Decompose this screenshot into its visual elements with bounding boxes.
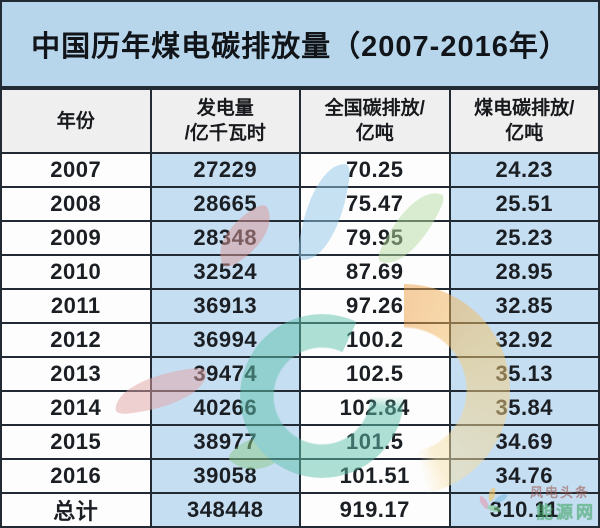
cell-total-generation: 348448 [151,494,299,526]
cell-coal: 34.76 [450,460,598,492]
page-title: 中国历年煤电碳排放量（2007-2016年） [31,31,569,63]
cell-generation: 40266 [151,392,299,424]
cell-year: 2014 [2,392,150,424]
cell-coal: 34.69 [450,426,598,458]
cell-generation: 38977 [151,426,299,458]
cell-national: 102.84 [301,392,449,424]
cell-coal: 28.95 [450,256,598,288]
cell-year: 2011 [2,290,150,322]
cell-national: 97.26 [301,290,449,322]
cell-generation: 32524 [151,256,299,288]
cell-coal: 35.84 [450,392,598,424]
cell-national: 70.25 [301,154,449,186]
cell-year: 2015 [2,426,150,458]
cell-national: 102.5 [301,358,449,390]
cell-national: 100.2 [301,324,449,356]
cell-national: 101.5 [301,426,449,458]
cell-generation: 28665 [151,188,299,220]
cell-generation: 39474 [151,358,299,390]
cell-national: 101.51 [301,460,449,492]
header-year: 年份 [2,90,150,152]
cell-national: 87.69 [301,256,449,288]
cell-year: 2010 [2,256,150,288]
cell-coal: 25.51 [450,188,598,220]
cell-coal: 24.23 [450,154,598,186]
header-national-emissions: 全国碳排放/ 亿吨 [301,90,449,152]
cell-year: 2013 [2,358,150,390]
cell-year: 2007 [2,154,150,186]
cell-national: 79.95 [301,222,449,254]
cell-national: 75.47 [301,188,449,220]
data-table: 年份 发电量 /亿千瓦时 全国碳排放/ 亿吨 煤电碳排放/ 亿吨 2007 27… [2,86,598,526]
cell-generation: 28348 [151,222,299,254]
cell-year: 2016 [2,460,150,492]
cell-year: 2009 [2,222,150,254]
cell-coal: 32.85 [450,290,598,322]
cell-total-coal: 310.11 [450,494,598,526]
title-band: 中国历年煤电碳排放量（2007-2016年） [2,2,598,86]
cell-generation: 36913 [151,290,299,322]
cell-coal: 32.92 [450,324,598,356]
cell-generation: 39058 [151,460,299,492]
cell-total-national: 919.17 [301,494,449,526]
cell-coal: 35.13 [450,358,598,390]
cell-year: 2008 [2,188,150,220]
header-generation: 发电量 /亿千瓦时 [151,90,299,152]
header-coal-emissions: 煤电碳排放/ 亿吨 [450,90,598,152]
cell-generation: 27229 [151,154,299,186]
cell-total-label: 总计 [2,494,150,526]
cell-coal: 25.23 [450,222,598,254]
cell-generation: 36994 [151,324,299,356]
cell-year: 2012 [2,324,150,356]
